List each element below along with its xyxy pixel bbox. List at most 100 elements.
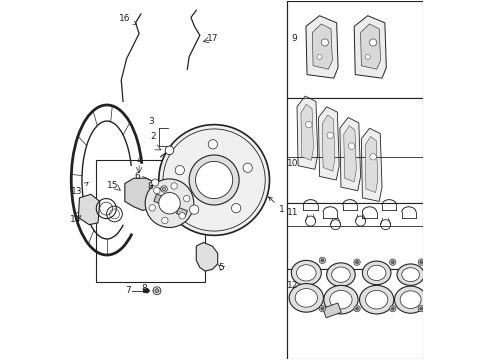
Circle shape (170, 183, 177, 189)
Polygon shape (353, 16, 386, 78)
Circle shape (320, 307, 323, 310)
Circle shape (179, 213, 185, 219)
Ellipse shape (365, 291, 387, 309)
Ellipse shape (359, 285, 393, 314)
Circle shape (326, 132, 333, 139)
Circle shape (149, 204, 155, 211)
Polygon shape (322, 303, 341, 318)
Text: 14: 14 (70, 215, 81, 224)
Circle shape (353, 305, 360, 312)
Text: 17: 17 (206, 35, 218, 44)
Circle shape (348, 143, 354, 149)
Polygon shape (296, 96, 317, 169)
Polygon shape (124, 178, 160, 210)
Text: 1: 1 (268, 197, 285, 214)
Circle shape (165, 146, 173, 155)
Circle shape (365, 54, 369, 59)
Circle shape (321, 39, 328, 46)
Text: 16: 16 (119, 14, 136, 24)
Bar (287, 98, 422, 203)
Ellipse shape (323, 285, 357, 314)
Text: 2: 2 (150, 132, 155, 141)
Circle shape (208, 140, 217, 149)
Circle shape (159, 193, 180, 214)
Circle shape (390, 307, 393, 310)
Polygon shape (305, 16, 337, 78)
Circle shape (390, 261, 393, 264)
Circle shape (316, 54, 322, 59)
Circle shape (419, 307, 422, 310)
Circle shape (151, 179, 159, 186)
Text: 15: 15 (106, 181, 118, 190)
Circle shape (161, 186, 167, 192)
FancyArrow shape (143, 288, 149, 293)
Circle shape (319, 257, 325, 264)
Circle shape (305, 121, 311, 128)
Circle shape (369, 39, 376, 46)
Circle shape (153, 287, 161, 295)
Ellipse shape (295, 289, 317, 307)
Polygon shape (343, 126, 356, 182)
Polygon shape (322, 115, 334, 171)
Circle shape (189, 155, 239, 205)
Circle shape (155, 289, 159, 293)
Text: 5: 5 (218, 263, 224, 272)
Text: 8: 8 (147, 182, 163, 191)
Text: 4: 4 (136, 156, 142, 165)
Text: 6: 6 (134, 172, 140, 181)
Bar (96, 160, 205, 282)
Circle shape (153, 187, 160, 194)
Ellipse shape (399, 291, 420, 309)
Text: 13: 13 (71, 182, 88, 196)
Circle shape (162, 217, 168, 224)
Text: 9: 9 (290, 35, 296, 44)
Polygon shape (166, 201, 178, 211)
Circle shape (419, 261, 422, 264)
Polygon shape (365, 136, 377, 193)
Circle shape (195, 161, 232, 199)
Circle shape (231, 203, 240, 213)
Text: 3: 3 (148, 117, 154, 126)
Text: 11: 11 (286, 208, 298, 217)
Circle shape (320, 259, 323, 262)
Circle shape (389, 305, 395, 312)
Circle shape (145, 179, 193, 228)
Ellipse shape (331, 267, 349, 282)
Ellipse shape (396, 264, 423, 285)
Circle shape (162, 187, 165, 191)
Polygon shape (361, 128, 381, 202)
Ellipse shape (296, 265, 315, 281)
Text: 8: 8 (141, 284, 157, 293)
Polygon shape (339, 117, 360, 191)
Circle shape (369, 154, 376, 160)
Polygon shape (312, 24, 332, 69)
Circle shape (319, 305, 325, 312)
Polygon shape (78, 194, 100, 225)
Circle shape (355, 307, 358, 310)
Circle shape (159, 125, 269, 235)
Polygon shape (176, 208, 187, 217)
Bar (287, 269, 422, 359)
Circle shape (183, 195, 189, 202)
Ellipse shape (366, 265, 385, 280)
Circle shape (243, 163, 252, 172)
Ellipse shape (401, 268, 419, 282)
Circle shape (355, 261, 358, 264)
Circle shape (189, 205, 199, 214)
Ellipse shape (288, 284, 323, 312)
Polygon shape (318, 107, 339, 180)
Circle shape (175, 166, 184, 175)
Ellipse shape (329, 291, 351, 309)
Ellipse shape (362, 261, 390, 285)
Ellipse shape (291, 260, 321, 285)
Ellipse shape (394, 286, 426, 313)
Ellipse shape (326, 263, 354, 287)
Text: 12: 12 (286, 281, 298, 290)
Bar (287, 203, 422, 269)
Circle shape (389, 259, 395, 265)
Polygon shape (300, 104, 313, 160)
Text: 7: 7 (124, 286, 130, 295)
Circle shape (353, 259, 360, 265)
Bar (287, 1, 422, 98)
Circle shape (417, 305, 424, 312)
